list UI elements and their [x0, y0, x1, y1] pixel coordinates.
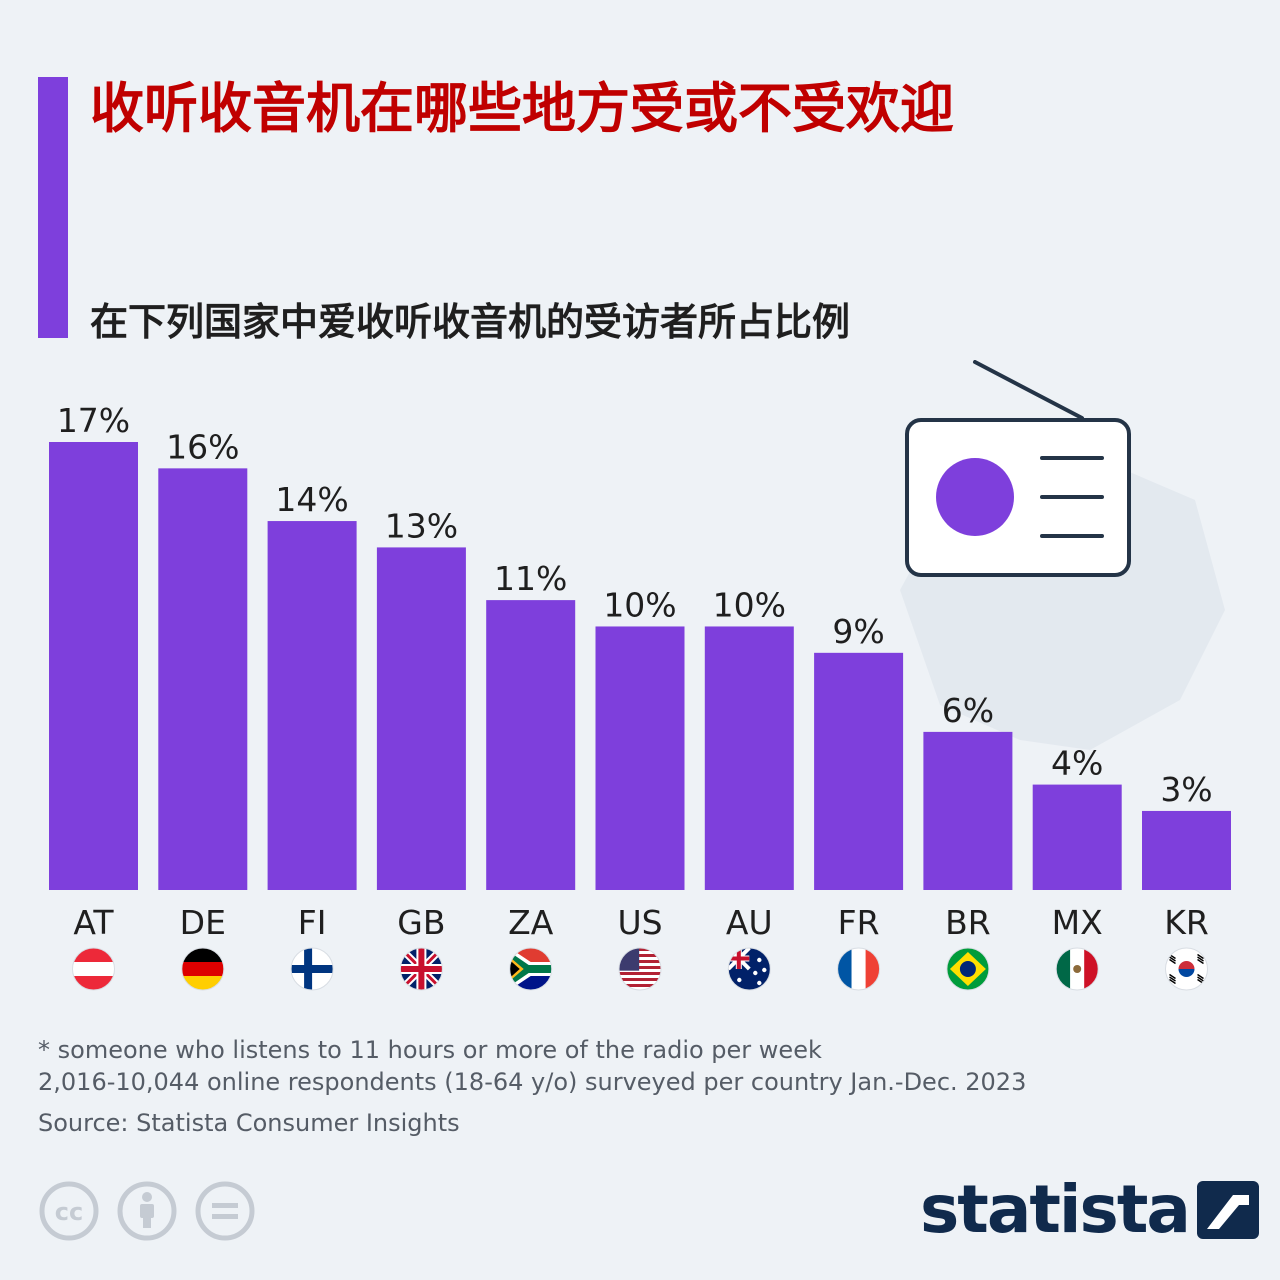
- category-label-us: US: [617, 903, 662, 942]
- value-label-at: 17%: [57, 401, 130, 440]
- value-label-fi: 14%: [275, 480, 348, 519]
- footnote: * someone who listens to 11 hours or mor…: [38, 1034, 1026, 1098]
- attribution-icon[interactable]: [116, 1180, 178, 1242]
- bar-gb: [376, 547, 466, 890]
- category-label-at: AT: [73, 903, 114, 942]
- license-icons: cc: [38, 1180, 256, 1242]
- value-label-br: 6%: [942, 691, 994, 730]
- value-label-kr: 3%: [1160, 770, 1212, 809]
- south-korea-flag-icon: [1165, 947, 1208, 991]
- mexico-flag-icon: [1055, 947, 1099, 991]
- category-label-de: DE: [180, 903, 226, 942]
- bar-za: [486, 600, 576, 890]
- france-flag-icon: [837, 947, 881, 991]
- finland-flag-icon: [290, 947, 334, 991]
- svg-text:cc: cc: [55, 1198, 83, 1226]
- category-label-au: AU: [726, 903, 773, 942]
- australia-flag-icon: [727, 947, 771, 991]
- footnote-survey: 2,016-10,044 online respondents (18-64 y…: [38, 1068, 1027, 1096]
- value-label-us: 10%: [603, 585, 676, 624]
- bar-kr: [1142, 810, 1231, 890]
- category-label-kr: KR: [1164, 903, 1209, 942]
- chart-title: 收听收音机在哪些地方受或不受欢迎: [90, 77, 954, 140]
- brand-name: statista: [920, 1171, 1191, 1248]
- category-label-br: BR: [945, 903, 991, 942]
- value-label-fr: 9%: [832, 612, 884, 651]
- radio-icon: [900, 360, 1225, 750]
- bar-fr: [814, 652, 904, 890]
- bar-fi: [267, 521, 357, 890]
- bar-au: [704, 626, 794, 890]
- value-label-de: 16%: [166, 427, 239, 466]
- category-label-gb: GB: [397, 903, 445, 942]
- accent-bar: [38, 77, 68, 338]
- bar-br: [923, 731, 1013, 890]
- germany-flag-icon: [181, 947, 225, 991]
- value-label-mx: 4%: [1051, 744, 1103, 783]
- category-label-za: ZA: [508, 903, 554, 942]
- austria-flag-icon: [72, 947, 115, 991]
- bar-de: [158, 468, 248, 890]
- brazil-flag-icon: [946, 947, 990, 991]
- cc-icon[interactable]: cc: [38, 1180, 100, 1242]
- south-africa-flag-icon: [509, 947, 553, 991]
- category-label-fi: FI: [298, 903, 327, 942]
- category-label-fr: FR: [838, 903, 880, 942]
- value-label-au: 10%: [713, 585, 786, 624]
- statista-logo[interactable]: statista: [920, 1170, 1263, 1250]
- source-note: Source: Statista Consumer Insights: [38, 1109, 460, 1137]
- category-label-mx: MX: [1052, 903, 1103, 942]
- bar-us: [595, 626, 685, 890]
- value-label-gb: 13%: [385, 506, 458, 545]
- footnote-definition: * someone who listens to 11 hours or mor…: [38, 1036, 822, 1064]
- bar-mx: [1032, 784, 1122, 890]
- statista-mark-icon: [1196, 1181, 1259, 1239]
- usa-flag-icon: [618, 947, 662, 991]
- no-derivatives-icon[interactable]: [194, 1180, 256, 1242]
- bar-chart: 17% AT 16% DE 14% FI 13% GB 11% ZA 10% US 10% AU 9% FR 6…: [49, 360, 1231, 991]
- chart-subtitle: 在下列国家中爱收听收音机的受访者所占比例: [90, 300, 851, 344]
- value-label-za: 11%: [494, 559, 567, 598]
- bar-at: [49, 442, 138, 890]
- uk-flag-icon: [399, 947, 443, 991]
